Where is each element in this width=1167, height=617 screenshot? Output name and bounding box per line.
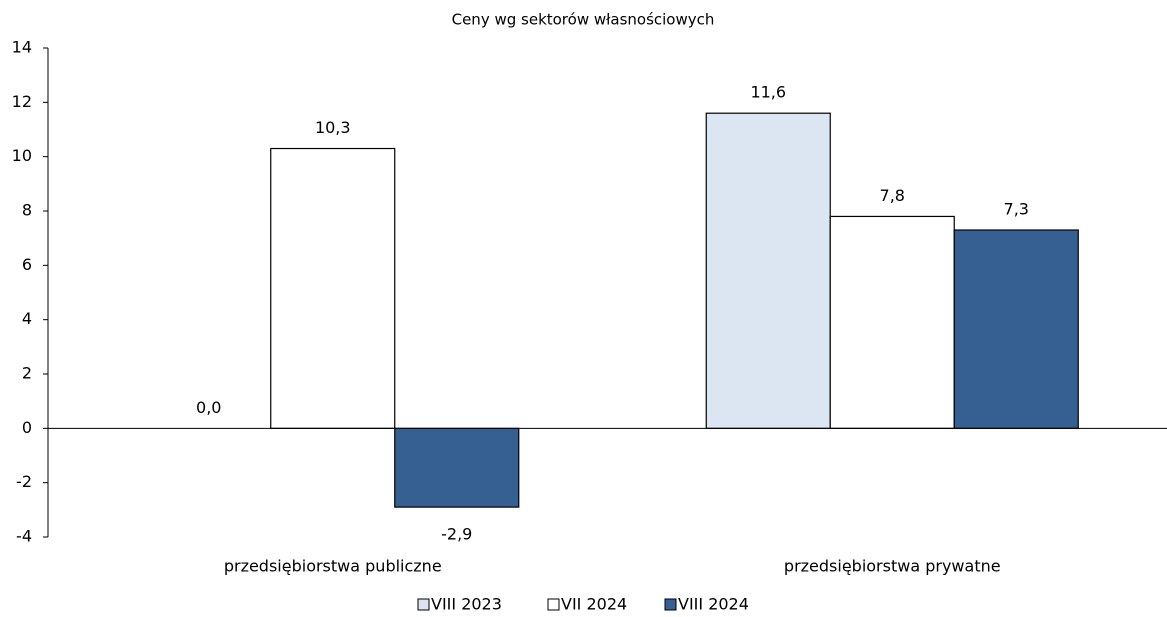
bar xyxy=(394,427,520,508)
bar xyxy=(829,215,955,429)
bar xyxy=(270,147,396,429)
y-tick-label: -4 xyxy=(16,527,32,546)
legend-label: VIII 2023 xyxy=(431,595,502,614)
value-label: 11,6 xyxy=(750,83,786,102)
y-tick-label: 0 xyxy=(22,418,32,437)
y-tick-label: 6 xyxy=(22,255,32,274)
value-label: 0,0 xyxy=(196,398,221,417)
y-tick-label: 10 xyxy=(12,146,32,165)
legend-label: VII 2024 xyxy=(561,595,627,614)
value-label: 7,3 xyxy=(1004,200,1029,219)
y-tick-label: -2 xyxy=(16,472,32,491)
legend-label: VIII 2024 xyxy=(678,595,749,614)
value-label: -2,9 xyxy=(441,525,472,544)
value-label: 7,8 xyxy=(880,186,905,205)
bar xyxy=(953,229,1079,429)
legend-swatch xyxy=(417,598,430,611)
y-tick-label: 8 xyxy=(22,201,32,220)
x-tick-label: przedsiębiorstwa publiczne xyxy=(224,557,442,576)
legend-swatch xyxy=(664,598,677,611)
y-tick-label: 14 xyxy=(12,38,32,57)
value-label: 10,3 xyxy=(315,118,351,137)
bar xyxy=(705,112,831,429)
y-tick-label: 4 xyxy=(22,309,32,328)
chart-title: Ceny wg sektorów własnościowych xyxy=(452,11,715,29)
y-tick-label: 12 xyxy=(12,92,32,111)
x-tick-label: przedsiębiorstwa prywatne xyxy=(784,557,1001,576)
y-tick-label: 2 xyxy=(22,364,32,383)
legend-swatch xyxy=(547,598,560,611)
